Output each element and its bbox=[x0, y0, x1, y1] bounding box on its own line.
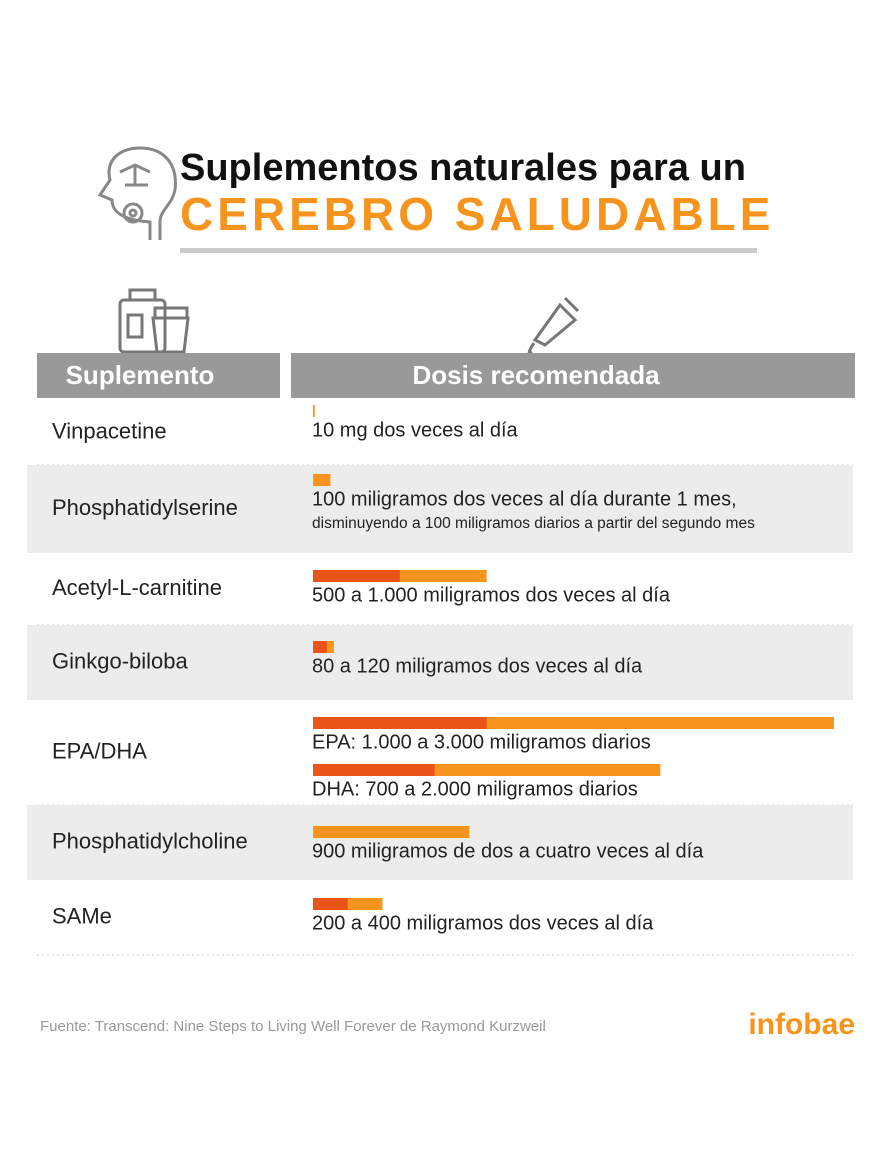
dose-bar-min bbox=[313, 570, 400, 582]
title-underline bbox=[180, 248, 757, 253]
dose-text: 200 a 400 miligramos dos veces al día bbox=[312, 912, 654, 934]
dose-text: 900 miligramos de dos a cuatro veces al … bbox=[312, 840, 704, 862]
column-header-bg bbox=[37, 353, 280, 398]
dose-text: 100 miligramos dos veces al día durante … bbox=[312, 488, 737, 510]
brain-icon bbox=[97, 146, 177, 240]
title-highlight: CEREBRO SALUDABLE bbox=[180, 188, 774, 240]
column-header-bg bbox=[291, 353, 855, 398]
supplement-name: SAMe bbox=[52, 903, 112, 928]
dose-bar-min bbox=[313, 641, 327, 653]
dose-bar bbox=[313, 405, 315, 417]
row-bg bbox=[27, 625, 853, 700]
title: Suplementos naturales para un bbox=[180, 147, 746, 189]
dose-bar-min bbox=[313, 764, 435, 776]
dose-text: 80 a 120 miligramos dos veces al día bbox=[312, 655, 643, 677]
dose-bar-min bbox=[313, 717, 487, 729]
supplement-name: Ginkgo-biloba bbox=[52, 648, 189, 673]
dose-bar bbox=[313, 826, 470, 838]
dose-text: 10 mg dos veces al día bbox=[312, 419, 519, 441]
supplement-name: Vinpacetine bbox=[52, 418, 167, 443]
dose-bar-min bbox=[313, 898, 348, 910]
column-header: Dosis recomendada bbox=[412, 360, 660, 390]
source: Fuente: Transcend: Nine Steps to Living … bbox=[40, 1018, 546, 1035]
supplement-name: Phosphatidylserine bbox=[52, 495, 238, 520]
supplement-name: EPA/DHA bbox=[52, 738, 147, 763]
supplement-name: Phosphatidylcholine bbox=[52, 828, 248, 853]
jar-icon bbox=[118, 288, 190, 354]
supplement-name: Acetyl-L-carnitine bbox=[52, 575, 222, 600]
column-header: Suplemento bbox=[66, 360, 215, 390]
dose-bar bbox=[313, 474, 331, 486]
brand: infobae bbox=[748, 1008, 855, 1041]
row-bg bbox=[27, 805, 853, 880]
dose-text: DHA: 700 a 2.000 miligramos diarios bbox=[312, 778, 638, 800]
dose-text: 500 a 1.000 miligramos dos veces al día bbox=[312, 584, 671, 606]
dose-text: EPA: 1.000 a 3.000 miligramos diarios bbox=[312, 731, 651, 753]
dropper-icon bbox=[527, 296, 580, 355]
row-bg bbox=[27, 465, 853, 553]
dose-note: disminuyendo a 100 miligramos diarios a … bbox=[312, 515, 755, 532]
